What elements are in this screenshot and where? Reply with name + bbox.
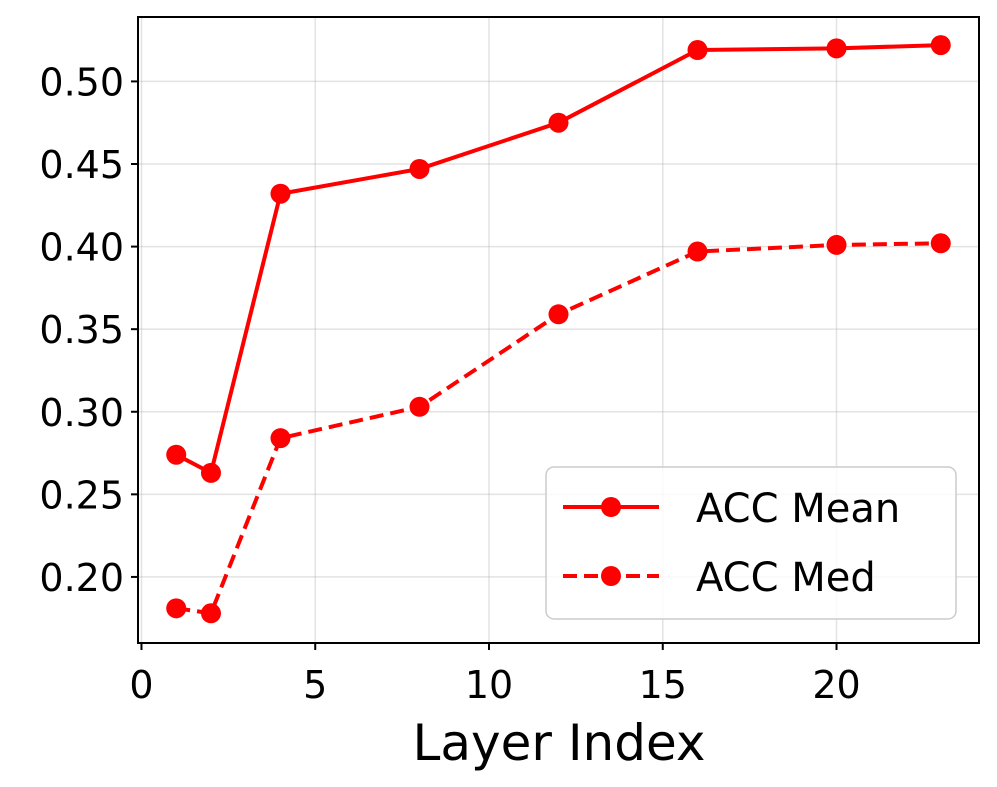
y-tick-label: 0.35 — [39, 308, 124, 352]
data-point-acc-med — [687, 241, 708, 262]
y-axis-ticks: 0.20 0.25 0.30 0.35 0.40 0.45 0.50 — [39, 60, 138, 600]
series-line-acc-med — [175, 241, 941, 616]
data-point-acc-mean — [409, 158, 430, 179]
data-point-acc-mean — [930, 35, 951, 56]
legend-marker-acc-mean — [601, 497, 621, 517]
data-point-acc-med — [930, 233, 951, 254]
x-tick-label: 20 — [812, 663, 860, 707]
data-point-acc-mean — [270, 183, 291, 204]
series-line-acc-mean — [175, 43, 941, 475]
y-tick-label: 0.50 — [39, 60, 124, 104]
x-axis-ticks: 0 5 10 15 20 — [129, 643, 861, 707]
data-point-acc-med — [409, 396, 430, 417]
data-point-acc-med — [166, 598, 187, 619]
y-tick-label: 0.45 — [39, 143, 124, 187]
legend-label-acc-med: ACC Med — [696, 555, 876, 601]
x-tick-label: 10 — [465, 663, 513, 707]
data-point-acc-med — [548, 304, 569, 325]
x-tick-label: 5 — [303, 663, 327, 707]
series-layer — [166, 35, 951, 624]
data-point-acc-med — [200, 603, 221, 624]
data-point-acc-med — [826, 234, 847, 255]
legend-label-acc-mean: ACC Mean — [696, 486, 900, 532]
x-tick-label: 15 — [639, 663, 687, 707]
y-tick-label: 0.30 — [39, 391, 124, 435]
legend-marker-acc-med — [601, 566, 621, 586]
x-tick-label: 0 — [129, 663, 153, 707]
data-point-acc-mean — [200, 462, 221, 483]
data-point-acc-mean — [548, 112, 569, 133]
legend: ACC Mean ACC Med — [545, 466, 957, 620]
data-point-acc-med — [270, 428, 291, 449]
y-tick-label: 0.40 — [39, 226, 124, 270]
data-point-acc-mean — [166, 444, 187, 465]
data-point-acc-mean — [826, 38, 847, 59]
x-axis-label: Layer Index — [413, 714, 706, 772]
data-point-acc-mean — [687, 40, 708, 61]
y-tick-label: 0.25 — [39, 473, 124, 517]
y-tick-label: 0.20 — [39, 556, 124, 600]
